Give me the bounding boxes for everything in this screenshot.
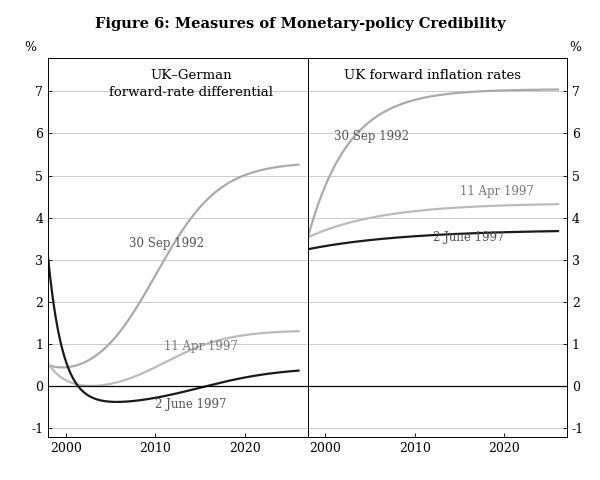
Text: 30 Sep 1992: 30 Sep 1992 — [334, 130, 409, 143]
Text: UK forward inflation rates: UK forward inflation rates — [344, 69, 521, 82]
Text: 11 Apr 1997: 11 Apr 1997 — [460, 184, 533, 198]
Text: 30 Sep 1992: 30 Sep 1992 — [128, 237, 203, 250]
Text: Figure 6: Measures of Monetary-policy Credibility: Figure 6: Measures of Monetary-policy Cr… — [95, 17, 505, 31]
Text: 2 June 1997: 2 June 1997 — [433, 231, 504, 244]
Text: %: % — [25, 41, 37, 54]
Text: 2 June 1997: 2 June 1997 — [155, 398, 227, 411]
Text: %: % — [569, 41, 581, 54]
Text: 11 Apr 1997: 11 Apr 1997 — [164, 340, 238, 353]
Text: UK–German
forward-rate differential: UK–German forward-rate differential — [109, 69, 273, 99]
